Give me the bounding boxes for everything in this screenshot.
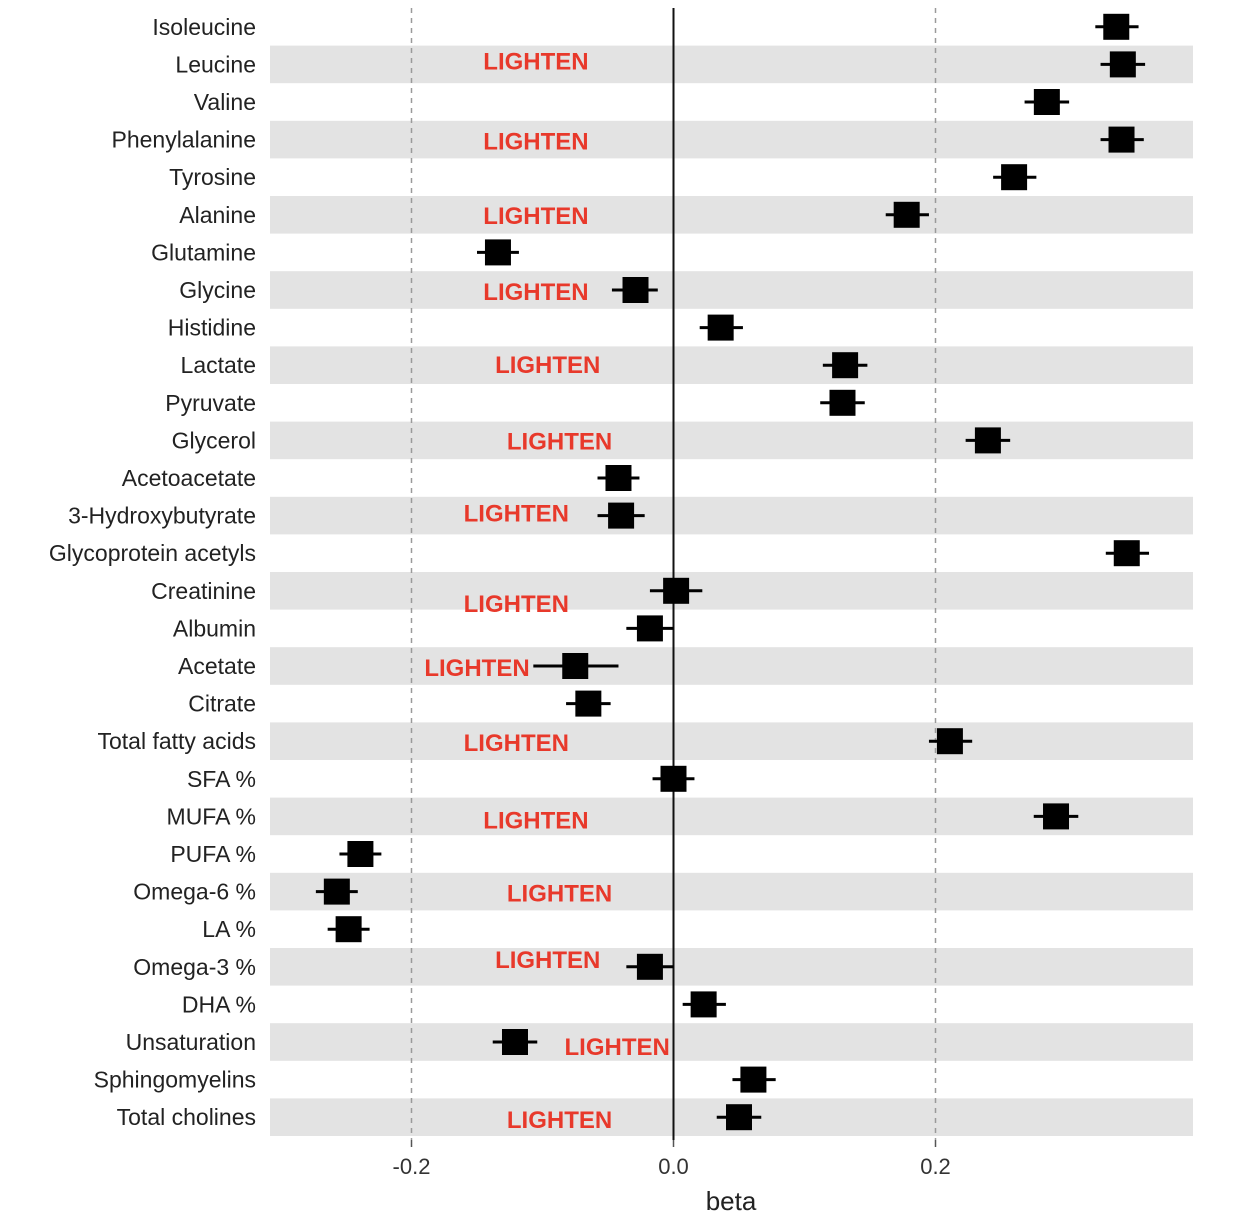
row-stripe (270, 572, 1193, 610)
row-label: Albumin (173, 615, 256, 641)
row-label: Alanine (179, 202, 256, 228)
annotation-label: LIGHTEN (483, 279, 588, 306)
x-tick-label: 0.0 (658, 1154, 689, 1179)
annotation-label: LIGHTEN (464, 501, 569, 528)
point-marker (893, 201, 920, 228)
point-marker (829, 389, 856, 416)
point-marker (347, 841, 374, 867)
point-marker (501, 1029, 528, 1055)
row-label: Glutamine (151, 239, 256, 265)
point-marker (562, 653, 589, 679)
point-marker (726, 1104, 752, 1131)
row-label: PUFA % (170, 841, 256, 867)
row-stripe (270, 421, 1193, 460)
row-stripe (270, 872, 1193, 911)
row-label: 3-Hydroxybutyrate (68, 503, 256, 529)
annotation-label: LIGHTEN (495, 947, 600, 974)
annotation-label: LIGHTEN (483, 203, 588, 230)
point-estimates (323, 13, 1140, 1131)
row-stripe (270, 120, 1193, 159)
row-label: Tyrosine (169, 164, 256, 190)
point-marker (335, 916, 362, 943)
row-label: Total fatty acids (97, 728, 256, 754)
row-label: Omega-6 % (133, 879, 256, 905)
row-label: Phenylalanine (111, 127, 256, 153)
point-marker (605, 465, 632, 491)
row-label: Omega-3 % (133, 954, 256, 980)
row-label: MUFA % (167, 803, 256, 829)
row-label: Acetoacetate (122, 465, 256, 491)
row-label: Acetate (178, 653, 256, 679)
point-marker (740, 1066, 767, 1093)
row-stripe (270, 722, 1193, 760)
row-label: LA % (202, 916, 256, 942)
row-label: Pyruvate (165, 390, 256, 416)
annotation-label: LIGHTEN (464, 730, 569, 757)
annotation-label: LIGHTEN (483, 129, 588, 156)
row-stripe (270, 45, 1193, 84)
row-stripe (270, 496, 1193, 535)
row-label: Unsaturation (126, 1029, 256, 1055)
point-marker (484, 239, 511, 266)
row-label: Total cholines (117, 1104, 256, 1130)
point-marker (974, 427, 1001, 454)
x-axis: -0.2 0.0 0.2 (393, 1140, 951, 1179)
annotation-label: LIGHTEN (507, 428, 612, 455)
row-label: Glycerol (172, 427, 256, 453)
point-marker (1103, 13, 1130, 40)
point-marker (1033, 89, 1060, 115)
x-axis-title: beta (706, 1186, 757, 1216)
point-marker (663, 577, 690, 604)
row-stripes (270, 45, 1193, 1136)
x-tick-label: -0.2 (393, 1154, 431, 1179)
row-stripe (270, 948, 1193, 986)
annotation-label: LIGHTEN (483, 807, 588, 834)
annotation-label: LIGHTEN (507, 1107, 612, 1134)
annotation-label: LIGHTEN (495, 352, 600, 379)
row-label: Creatinine (151, 578, 256, 604)
point-marker (636, 615, 663, 642)
row-label: Histidine (168, 315, 256, 341)
row-stripe (270, 346, 1193, 384)
row-label: Glycoprotein acetyls (49, 540, 256, 566)
point-marker (1108, 126, 1135, 153)
annotation-label: LIGHTEN (565, 1034, 670, 1061)
row-label: Leucine (175, 51, 256, 77)
x-tick-label: 0.2 (920, 1154, 951, 1179)
annotation-label: LIGHTEN (464, 591, 569, 618)
row-stripe (270, 647, 1193, 685)
row-stripe (270, 1023, 1193, 1061)
point-marker (1109, 51, 1136, 78)
point-marker (608, 502, 635, 529)
point-marker (622, 277, 649, 303)
row-label: Citrate (188, 691, 256, 717)
annotations: LIGHTEN LIGHTEN LIGHTEN LIGHTEN LIGHTEN LIGHT… (424, 48, 669, 1134)
row-label: SFA % (187, 766, 256, 792)
row-stripe (270, 271, 1193, 309)
point-marker (1001, 164, 1028, 191)
point-marker (707, 314, 734, 341)
row-label: Sphingomyelins (94, 1067, 256, 1093)
row-label: Lactate (181, 352, 256, 378)
row-label: DHA % (182, 991, 256, 1017)
annotation-label: LIGHTEN (507, 881, 612, 908)
annotation-label: LIGHTEN (424, 655, 529, 682)
row-label: Valine (194, 89, 256, 115)
point-marker (936, 728, 963, 755)
point-marker (660, 765, 687, 792)
point-marker (575, 690, 602, 717)
row-stripe (270, 196, 1193, 234)
annotation-label: LIGHTEN (483, 48, 588, 75)
point-marker (1043, 803, 1070, 830)
point-marker (832, 352, 859, 379)
point-marker (323, 878, 350, 905)
row-label: Isoleucine (152, 14, 256, 40)
row-labels: Isoleucine Leucine Valine Phenylalanine Tyro… (49, 14, 256, 1130)
point-marker (636, 953, 663, 980)
point-marker (1113, 540, 1140, 567)
gridlines (410, 8, 937, 1140)
row-label: Glycine (179, 277, 256, 303)
point-marker (690, 991, 717, 1018)
